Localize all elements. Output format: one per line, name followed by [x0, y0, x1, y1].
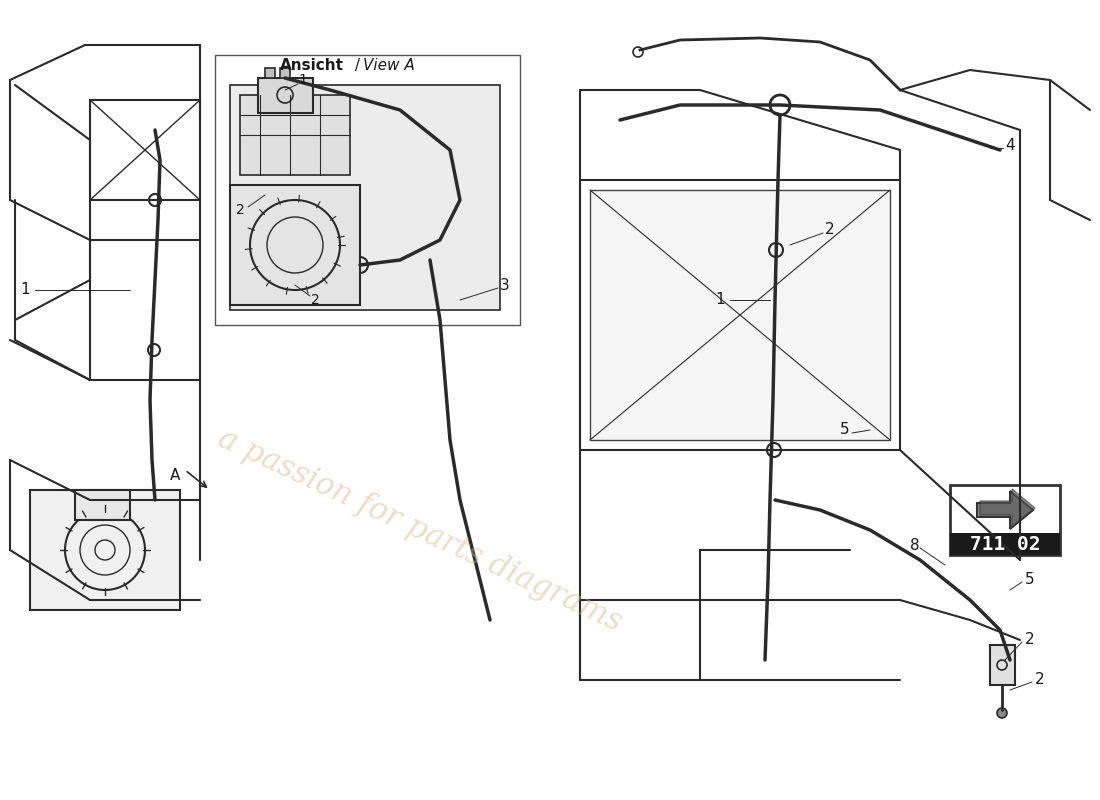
Text: View A: View A [363, 58, 415, 73]
Text: Ansicht: Ansicht [280, 58, 344, 73]
Polygon shape [977, 491, 1033, 529]
Text: 711 02: 711 02 [970, 534, 1041, 554]
Text: /: / [350, 58, 365, 73]
Bar [30, 490, 180, 610]
Bar [950, 533, 1060, 555]
Polygon shape [980, 489, 1035, 527]
Text: 2: 2 [1025, 633, 1035, 647]
Text: 5: 5 [1025, 573, 1035, 587]
Text: 8: 8 [910, 538, 920, 553]
Text: 1: 1 [20, 282, 30, 298]
Text: 2: 2 [235, 203, 244, 217]
Bar [258, 78, 314, 113]
Text: 2: 2 [310, 293, 319, 307]
Circle shape [997, 708, 1006, 718]
Text: 2: 2 [825, 222, 835, 238]
Bar [265, 68, 275, 78]
Text: 1: 1 [298, 73, 307, 87]
Bar [230, 185, 360, 305]
Bar [280, 68, 290, 78]
Bar [75, 490, 130, 520]
FancyBboxPatch shape [950, 485, 1060, 555]
Text: 3: 3 [500, 278, 510, 293]
Text: 5: 5 [840, 422, 850, 438]
Bar [214, 55, 520, 325]
Text: A: A [169, 467, 180, 482]
Text: 1: 1 [715, 293, 725, 307]
Bar [590, 190, 890, 440]
Bar [990, 645, 1015, 685]
Text: a passion for parts diagrams: a passion for parts diagrams [213, 422, 627, 638]
Bar [240, 95, 350, 175]
Bar [230, 85, 500, 310]
Text: 2: 2 [1035, 673, 1045, 687]
Text: 4: 4 [1005, 138, 1015, 153]
